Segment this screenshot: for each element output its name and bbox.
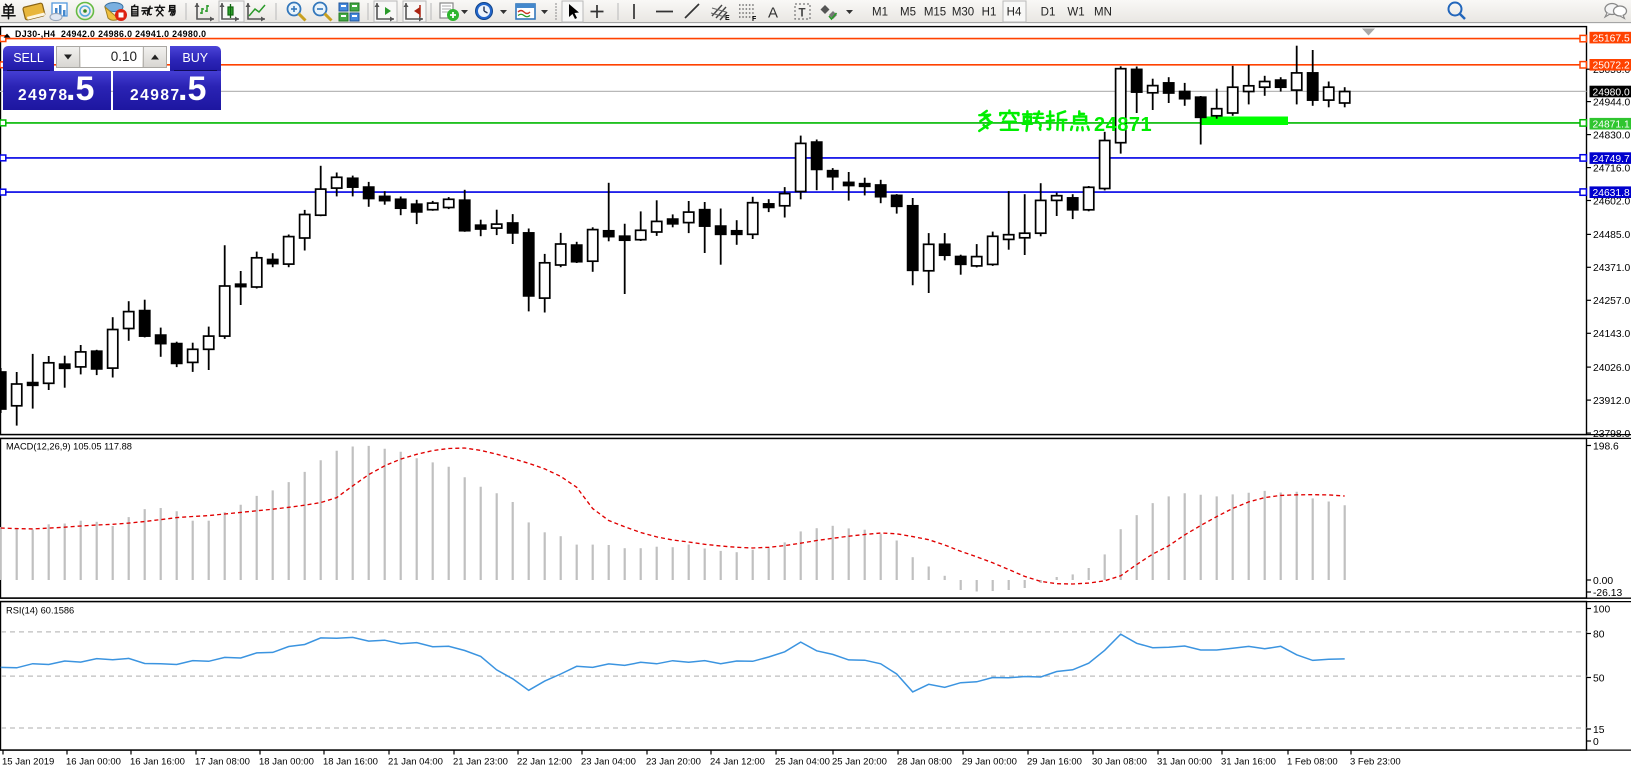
svg-text:MN: MN [1094, 7, 1112, 19]
svg-text:T: T [799, 8, 806, 20]
svg-text:25072.2: 25072.2 [1593, 61, 1630, 72]
svg-text:29 Jan 16:00: 29 Jan 16:00 [1027, 757, 1082, 768]
svg-text:25 Jan 04:00: 25 Jan 04:00 [775, 757, 830, 768]
svg-text:24716.0: 24716.0 [1593, 163, 1630, 174]
svg-text:H4: H4 [1007, 7, 1022, 19]
svg-text:198.6: 198.6 [1593, 441, 1619, 452]
svg-text:24485.0: 24485.0 [1593, 230, 1630, 241]
svg-text:18 Jan 16:00: 18 Jan 16:00 [323, 757, 378, 768]
svg-text:M30: M30 [952, 7, 974, 19]
svg-text:25 Jan 20:00: 25 Jan 20:00 [832, 757, 887, 768]
svg-text:F: F [752, 16, 757, 23]
svg-text:31 Jan 16:00: 31 Jan 16:00 [1221, 757, 1276, 768]
svg-text:24371.0: 24371.0 [1593, 263, 1630, 274]
svg-text:1 Feb 08:00: 1 Feb 08:00 [1287, 757, 1338, 768]
svg-text:24871: 24871 [1094, 114, 1152, 136]
svg-text:24944.0: 24944.0 [1593, 97, 1630, 108]
svg-text:3 Feb 23:00: 3 Feb 23:00 [1350, 757, 1401, 768]
svg-text:28 Jan 08:00: 28 Jan 08:00 [897, 757, 952, 768]
svg-text:24602.0: 24602.0 [1593, 196, 1630, 207]
svg-text:22 Jan 12:00: 22 Jan 12:00 [517, 757, 572, 768]
svg-text:H1: H1 [982, 7, 997, 19]
svg-text:23 Jan 04:00: 23 Jan 04:00 [581, 757, 636, 768]
svg-text:16 Jan 00:00: 16 Jan 00:00 [66, 757, 121, 768]
svg-text:0: 0 [1593, 737, 1599, 748]
svg-text:30 Jan 08:00: 30 Jan 08:00 [1092, 757, 1147, 768]
svg-text:MACD(12,26,9) 105.05 117.88: MACD(12,26,9) 105.05 117.88 [6, 441, 132, 451]
svg-text:24 Jan 12:00: 24 Jan 12:00 [710, 757, 765, 768]
svg-text:16 Jan 16:00: 16 Jan 16:00 [130, 757, 185, 768]
svg-text:D1: D1 [1041, 7, 1056, 19]
svg-text:15 Jan 2019: 15 Jan 2019 [2, 757, 54, 768]
svg-text:M15: M15 [924, 7, 946, 19]
svg-text:100: 100 [1593, 604, 1610, 615]
svg-text:24143.0: 24143.0 [1593, 329, 1630, 340]
svg-text:24631.8: 24631.8 [1593, 188, 1630, 199]
svg-text:21 Jan 23:00: 21 Jan 23:00 [453, 757, 508, 768]
svg-text:24980.0: 24980.0 [1593, 87, 1630, 98]
svg-text:24830.0: 24830.0 [1593, 130, 1630, 141]
svg-text:RSI(14) 60.1586: RSI(14) 60.1586 [6, 605, 74, 615]
svg-text:25167.5: 25167.5 [1593, 33, 1630, 44]
svg-text:80: 80 [1593, 629, 1605, 640]
svg-text:23 Jan 20:00: 23 Jan 20:00 [646, 757, 701, 768]
svg-text:29 Jan 00:00: 29 Jan 00:00 [962, 757, 1017, 768]
svg-text:23798.0: 23798.0 [1593, 429, 1630, 440]
svg-text:0.00: 0.00 [1593, 576, 1613, 587]
svg-text:M5: M5 [900, 7, 916, 19]
svg-text:18 Jan 00:00: 18 Jan 00:00 [259, 757, 314, 768]
svg-text:31 Jan 00:00: 31 Jan 00:00 [1157, 757, 1212, 768]
svg-text:17 Jan 08:00: 17 Jan 08:00 [195, 757, 250, 768]
svg-text:M1: M1 [872, 7, 888, 19]
svg-text:E: E [725, 15, 730, 22]
svg-text:24749.7: 24749.7 [1593, 154, 1630, 165]
svg-text:24026.0: 24026.0 [1593, 363, 1630, 374]
svg-text:-26.13: -26.13 [1593, 588, 1622, 599]
svg-text:21 Jan 04:00: 21 Jan 04:00 [388, 757, 443, 768]
svg-text:24257.0: 24257.0 [1593, 296, 1630, 307]
svg-text:24871.1: 24871.1 [1593, 120, 1630, 131]
svg-text:A: A [768, 5, 778, 22]
svg-text:DJ30-,H4 24942.0 24986.0 2494: DJ30-,H4 24942.0 24986.0 24941.0 24980.0 [15, 29, 206, 39]
svg-text:15: 15 [1593, 725, 1605, 736]
svg-text:W1: W1 [1067, 7, 1084, 19]
svg-text:23912.0: 23912.0 [1593, 396, 1630, 407]
svg-text:50: 50 [1593, 673, 1605, 684]
